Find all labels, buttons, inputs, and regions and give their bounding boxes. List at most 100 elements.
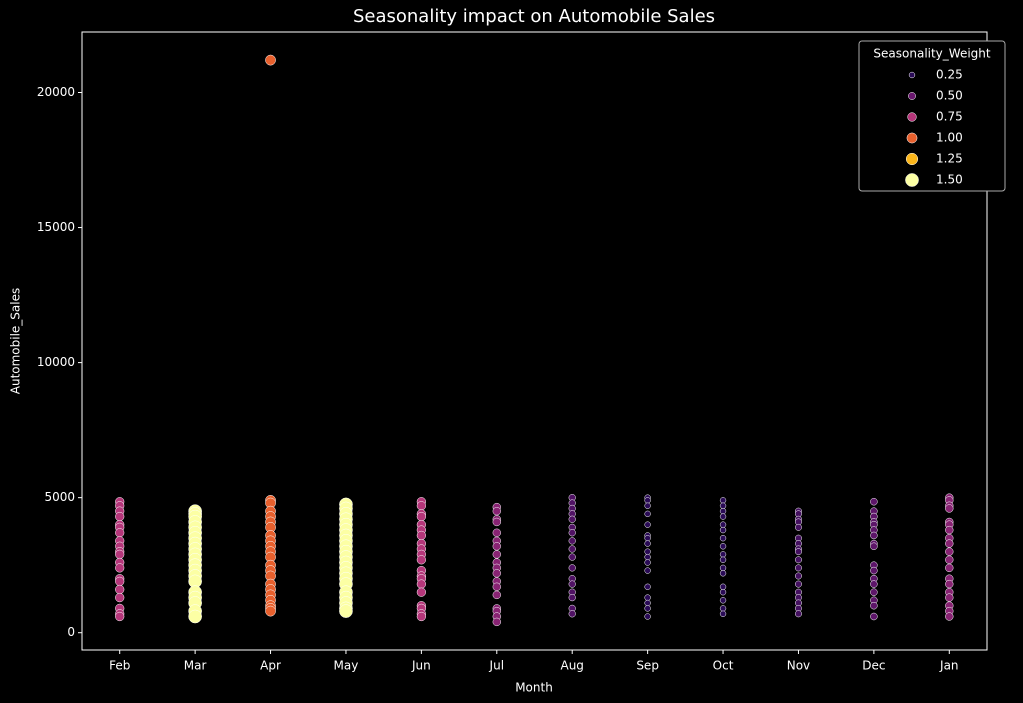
legend-marker xyxy=(908,92,916,100)
x-tick-label: Sep xyxy=(636,659,659,673)
x-tick-label: Nov xyxy=(787,659,810,673)
point xyxy=(719,597,727,604)
x-tick-label: Jul xyxy=(489,659,504,673)
point xyxy=(719,543,727,550)
x-tick-label: Apr xyxy=(260,659,281,673)
legend-label: 1.00 xyxy=(936,131,963,145)
point xyxy=(644,502,651,509)
point xyxy=(568,593,576,602)
point xyxy=(568,515,576,523)
point xyxy=(719,535,727,542)
point xyxy=(644,535,651,542)
point xyxy=(115,592,125,603)
point xyxy=(644,599,651,607)
point xyxy=(115,528,125,538)
point xyxy=(644,594,651,601)
point xyxy=(794,572,802,580)
x-tick-label: Aug xyxy=(560,659,583,673)
legend-label: 0.75 xyxy=(936,110,963,124)
legend-marker xyxy=(907,112,917,122)
point xyxy=(870,588,878,596)
point xyxy=(568,610,576,618)
point xyxy=(115,511,125,522)
point xyxy=(492,528,501,537)
point xyxy=(945,593,954,602)
point xyxy=(794,564,802,572)
x-axis-label: Month xyxy=(515,681,553,695)
point xyxy=(115,563,125,573)
point xyxy=(644,613,651,620)
point xyxy=(568,529,576,537)
legend-title: Seasonality_Weight xyxy=(873,47,990,61)
x-tick-label: Oct xyxy=(713,659,734,673)
point xyxy=(945,579,954,589)
legend-label: 1.25 xyxy=(936,152,963,166)
point xyxy=(870,531,878,540)
point xyxy=(115,584,125,595)
x-tick-label: Jan xyxy=(939,659,959,673)
y-tick-label: 5000 xyxy=(44,490,75,504)
point xyxy=(492,590,501,600)
x-tick-label: May xyxy=(334,659,359,673)
point xyxy=(416,511,426,522)
point xyxy=(870,580,878,588)
chart-title: Seasonality impact on Automobile Sales xyxy=(353,6,715,27)
point xyxy=(188,609,202,624)
point xyxy=(945,525,954,535)
legend-box xyxy=(858,40,1006,192)
point xyxy=(945,563,954,573)
point xyxy=(719,502,727,509)
y-tick-label: 15000 xyxy=(37,220,75,234)
point xyxy=(416,501,426,511)
point xyxy=(492,542,501,551)
point xyxy=(265,605,276,617)
point xyxy=(644,548,651,555)
point xyxy=(794,556,802,564)
point xyxy=(568,545,576,553)
point xyxy=(719,564,727,572)
point xyxy=(644,497,651,504)
point xyxy=(568,537,576,545)
point xyxy=(945,547,954,556)
y-tick-label: 20000 xyxy=(37,85,75,99)
point xyxy=(644,605,651,612)
point xyxy=(416,587,426,597)
legend-marker xyxy=(906,132,918,144)
plot-area xyxy=(81,31,988,651)
point xyxy=(945,555,954,564)
point xyxy=(870,566,878,575)
point xyxy=(416,611,426,622)
point xyxy=(416,530,426,541)
legend-marker xyxy=(908,71,916,79)
point xyxy=(492,550,501,559)
point xyxy=(870,612,878,621)
x-tick-label: Feb xyxy=(109,659,130,673)
point xyxy=(568,580,576,588)
point xyxy=(794,610,802,618)
point xyxy=(719,589,727,596)
point xyxy=(492,506,501,516)
point xyxy=(719,556,727,563)
y-axis-label: Automobile_Sales xyxy=(9,288,23,395)
legend-marker xyxy=(905,173,919,187)
legend-label: 0.25 xyxy=(936,68,963,82)
point xyxy=(492,582,501,591)
x-tick-label: Jun xyxy=(411,659,431,673)
point xyxy=(719,521,727,528)
point xyxy=(644,559,651,566)
point xyxy=(945,539,954,548)
point xyxy=(568,564,576,572)
point xyxy=(719,570,727,577)
point xyxy=(719,551,727,558)
point xyxy=(644,567,651,574)
point xyxy=(870,497,878,506)
point xyxy=(492,517,501,527)
y-tick-label: 10000 xyxy=(37,355,75,369)
point xyxy=(719,507,727,515)
x-tick-label: Mar xyxy=(184,659,207,673)
legend-label: 1.50 xyxy=(936,173,963,187)
point xyxy=(644,510,651,518)
point xyxy=(794,548,802,556)
